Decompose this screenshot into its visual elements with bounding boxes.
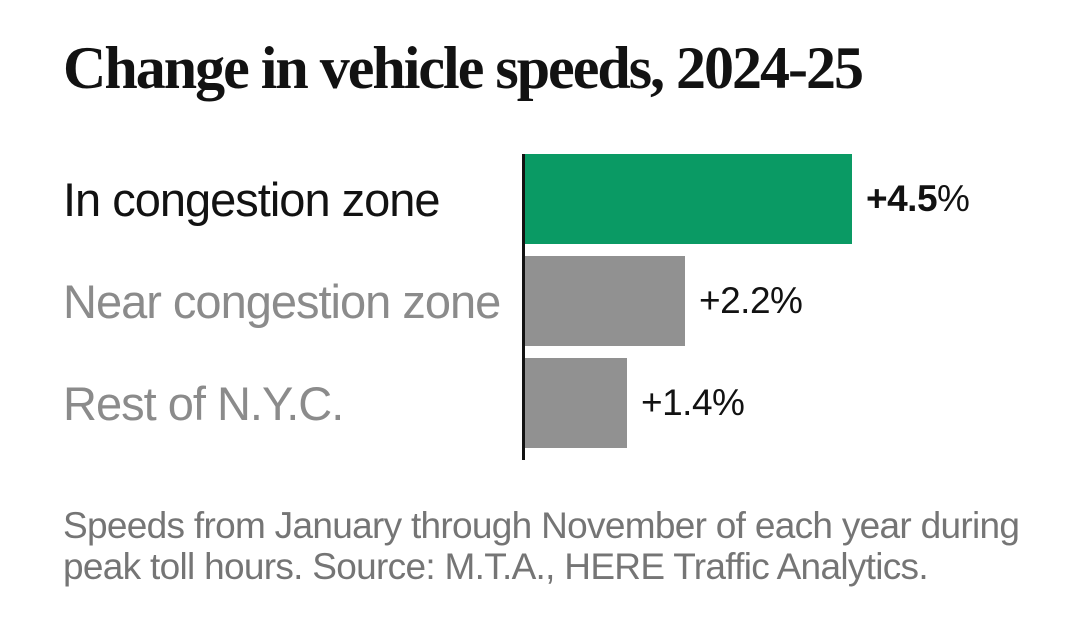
bar — [525, 154, 852, 244]
category-label: Near congestion zone — [63, 274, 501, 328]
value-label: +2.2% — [699, 280, 803, 321]
chart-footnote: Speeds from January through November of … — [63, 505, 1020, 587]
bar-row: +2.2% — [525, 256, 969, 346]
bar — [525, 256, 685, 346]
footnote-line-1: Speeds from January through November of … — [63, 505, 1020, 546]
bar — [525, 358, 627, 448]
chart-title: Change in vehicle speeds, 2024-25 — [63, 35, 864, 101]
category-label: In congestion zone — [63, 172, 441, 226]
category-label: Rest of N.Y.C. — [63, 376, 344, 430]
value-label: +1.4% — [641, 382, 745, 423]
bar-chart: In congestion zone Near congestion zone Re… — [63, 154, 970, 460]
footnote-line-2: peak toll hours. Source: M.T.A., HERE Tr… — [63, 546, 929, 587]
bar-row: +1.4% — [525, 358, 969, 448]
category-labels-column: In congestion zone Near congestion zone Re… — [63, 154, 522, 460]
value-label: +4.5% — [866, 178, 970, 219]
bars-column-with-axis: +4.5% +2.2% +1.4% — [522, 154, 970, 460]
bar-row: +4.5% — [525, 154, 970, 244]
